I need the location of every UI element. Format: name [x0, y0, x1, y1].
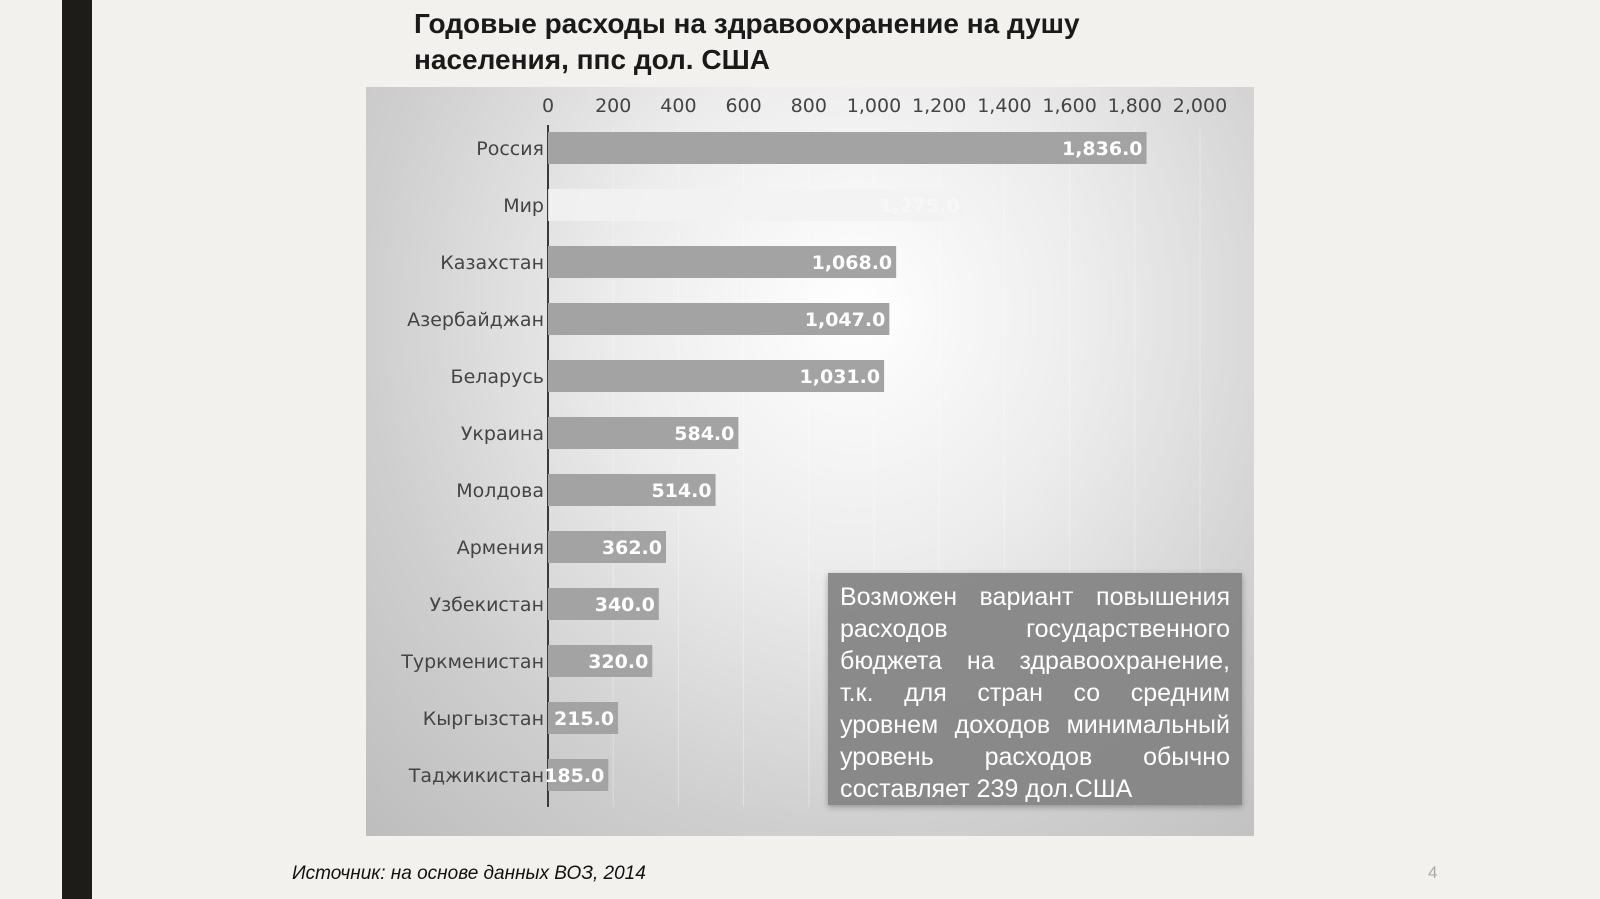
value-label: 320.0: [588, 651, 648, 673]
category-label: Кыргызстан: [423, 708, 544, 730]
bar: [548, 360, 885, 392]
x-tick-label: 600: [725, 95, 761, 117]
value-label: 1,836.0: [1062, 138, 1143, 160]
note-box: Возможен вариант повышения расходов госу…: [828, 573, 1242, 805]
x-tick-label: 1,600: [1042, 95, 1096, 117]
value-label: 185.0: [544, 765, 604, 787]
value-label: 340.0: [595, 594, 655, 616]
bar: [548, 474, 716, 506]
chart-panel: 0 200 400 600 800 1,000 1,200 1,400 1,600 1,800 2,…: [366, 87, 1254, 836]
category-label: Украина: [461, 423, 544, 445]
bar: [548, 759, 609, 791]
x-tick-label: 0: [542, 95, 554, 117]
bar: [548, 645, 653, 677]
category-label: Таджикистан: [408, 765, 544, 787]
category-label: Азербайджан: [407, 309, 544, 331]
note-text: Возможен вариант повышения расходов госу…: [840, 583, 1230, 803]
value-label: 1,031.0: [800, 366, 881, 388]
category-label: Россия: [476, 138, 544, 160]
value-label: 514.0: [651, 480, 711, 502]
page-number: 4: [1428, 863, 1438, 882]
category-label: Молдова: [456, 480, 544, 502]
value-label: 584.0: [674, 423, 734, 445]
category-label: Мир: [503, 195, 544, 217]
bar: [548, 588, 659, 620]
source-caption: Источник: на основе данных ВОЗ, 2014: [292, 863, 646, 884]
left-accent-bar: [62, 0, 92, 899]
category-label: Туркменистан: [400, 651, 544, 673]
x-tick-label: 1,400: [977, 95, 1031, 117]
x-tick-label: 800: [791, 95, 827, 117]
bar: [548, 246, 897, 278]
category-label: Казахстан: [440, 252, 544, 274]
value-label: 215.0: [554, 708, 614, 730]
bar: [548, 702, 619, 734]
x-tick-label: 1,200: [912, 95, 966, 117]
x-tick-label: 200: [595, 95, 631, 117]
category-label: Узбекистан: [430, 594, 545, 616]
x-tick-label: 2,000: [1173, 95, 1227, 117]
bar: [548, 303, 890, 335]
value-label: 362.0: [602, 537, 662, 559]
value-label: 1,047.0: [805, 309, 886, 331]
bar: [548, 531, 667, 563]
slide-title: Годовые расходы на здравоохранение на ду…: [414, 8, 1080, 75]
bar: [548, 417, 739, 449]
category-label: Беларусь: [451, 366, 544, 388]
category-label: Армения: [457, 537, 544, 559]
x-tick-label: 1,800: [1108, 95, 1162, 117]
bar: [548, 189, 964, 221]
value-label: 1,275.0: [879, 195, 960, 217]
bar: [548, 132, 1147, 164]
x-tick-label: 1,000: [847, 95, 901, 117]
value-label: 1,068.0: [812, 252, 893, 274]
bar-chart: 0 200 400 600 800 1,000 1,200 1,400 1,600 1,800 2,…: [400, 95, 1227, 807]
x-tick-label: 400: [660, 95, 696, 117]
